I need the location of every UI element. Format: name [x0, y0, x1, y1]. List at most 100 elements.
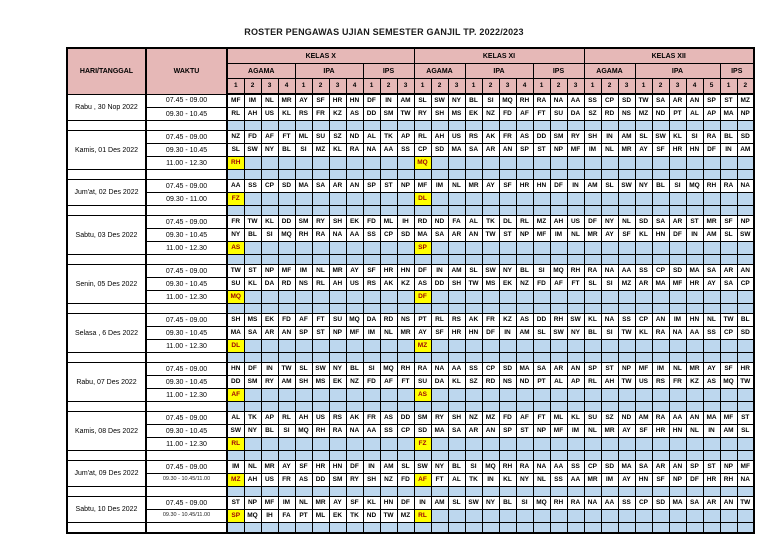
empty-cell — [464, 509, 483, 523]
header-col-number: 3 — [668, 78, 687, 95]
roster-cell: MA — [651, 277, 670, 291]
empty-cell — [328, 339, 347, 353]
empty-cell — [396, 437, 415, 451]
roster-cell: FD — [498, 107, 517, 121]
roster-cell: AL — [685, 107, 704, 121]
roster-cell: ST — [226, 496, 245, 510]
roster-cell: AA — [447, 362, 466, 376]
separator-cell — [651, 120, 670, 131]
empty-cell — [566, 339, 585, 353]
roster-cell: HN — [651, 228, 670, 242]
roster-cell: AN — [481, 424, 500, 438]
highlight-cell: AS — [413, 388, 432, 402]
separator-cell — [260, 303, 279, 314]
separator-cell — [532, 254, 551, 265]
roster-cell: RL — [277, 411, 296, 425]
empty-cell — [430, 339, 449, 353]
roster-cell: RH — [719, 473, 738, 487]
empty-cell — [668, 437, 687, 451]
separator-cell — [515, 522, 534, 534]
separator-cell — [447, 401, 466, 412]
separator-cell — [617, 303, 636, 314]
roster-cell: KL — [362, 496, 381, 510]
separator-cell — [260, 522, 279, 534]
empty-cell — [396, 192, 415, 206]
roster-cell: FD — [498, 411, 517, 425]
roster-cell: SI — [668, 179, 687, 193]
table-row: 09.30 - 11.00 FZ DL — [67, 192, 755, 206]
separator-cell — [260, 486, 279, 497]
header-col-number: 3 — [566, 78, 585, 95]
separator-cell — [294, 120, 313, 131]
roster-cell: SZ — [328, 130, 347, 144]
roster-cell: RS — [447, 313, 466, 327]
roster-cell: ST — [243, 264, 262, 278]
roster-cell: FD — [362, 215, 381, 229]
roster-cell: NA — [736, 179, 755, 193]
time-label: 09.30 - 10.45 — [145, 277, 228, 291]
day-label: Jum'at, 09 Des 2022 — [66, 460, 147, 487]
empty-cell — [243, 290, 262, 304]
roster-cell: MF — [566, 143, 585, 157]
separator-cell — [600, 522, 619, 534]
empty-cell — [430, 388, 449, 402]
roster-cell: IM — [566, 424, 585, 438]
empty-cell — [549, 437, 568, 451]
roster-cell: IM — [549, 228, 568, 242]
separator-cell — [481, 254, 500, 265]
roster-cell: KL — [243, 277, 262, 291]
highlight-cell: RL — [226, 437, 245, 451]
empty-cell — [583, 241, 602, 255]
separator-day-cell — [66, 522, 147, 534]
roster-cell: AM — [430, 496, 449, 510]
roster-cell: SL — [396, 460, 415, 474]
roster-cell: NA — [532, 460, 551, 474]
separator-cell — [430, 303, 449, 314]
roster-cell: IM — [277, 496, 296, 510]
roster-cell: HN — [345, 93, 364, 108]
separator-cell — [328, 522, 347, 534]
roster-cell: AF — [294, 313, 313, 327]
header-stream-ipa: IPA — [294, 63, 364, 79]
time-label: 09.30 - 10.45/11.00 — [145, 473, 228, 487]
roster-cell: FT — [311, 313, 330, 327]
separator-cell — [277, 352, 296, 363]
separator-cell — [379, 120, 398, 131]
table-row: 09.30 - 10.45 SW NY BL SI MQ RH RA NA AA SS CP SD MA S… — [67, 424, 755, 438]
separator-cell — [685, 522, 704, 534]
separator-cell — [685, 120, 704, 131]
empty-cell — [719, 192, 738, 206]
separator-cell — [311, 205, 330, 216]
roster-cell: NA — [328, 228, 347, 242]
roster-cell: US — [260, 473, 279, 487]
empty-cell — [566, 437, 585, 451]
roster-cell: AP — [566, 375, 585, 389]
roster-cell: AR — [719, 264, 738, 278]
separator-cell — [702, 450, 721, 461]
roster-cell: EK — [464, 107, 483, 121]
empty-cell — [396, 241, 415, 255]
day-label: Jum'at, 02 Des 2022 — [66, 179, 147, 206]
empty-cell — [430, 156, 449, 170]
empty-cell — [566, 388, 585, 402]
roster-cell: SF — [617, 228, 636, 242]
roster-table: HARI/TANGGAL WAKTU KELAS X KELAS XI KELAS XI… — [66, 47, 755, 534]
empty-cell — [447, 437, 466, 451]
empty-cell — [719, 509, 738, 523]
highlight-cell: MZ — [226, 473, 245, 487]
separator-cell — [328, 401, 347, 412]
roster-cell: AP — [260, 411, 279, 425]
separator-cell — [226, 120, 245, 131]
roster-cell: BL — [498, 496, 517, 510]
empty-cell — [685, 509, 704, 523]
roster-cell: RA — [583, 264, 602, 278]
separator-cell — [549, 522, 568, 534]
time-label: 07.45 - 09.00 — [145, 179, 228, 193]
empty-cell — [396, 339, 415, 353]
header-stream-ips: IPS — [532, 63, 585, 79]
empty-cell — [532, 437, 551, 451]
roster-cell: ST — [379, 179, 398, 193]
roster-cell: SL — [600, 179, 619, 193]
separator-cell — [651, 522, 670, 534]
roster-cell: SL — [634, 130, 653, 144]
